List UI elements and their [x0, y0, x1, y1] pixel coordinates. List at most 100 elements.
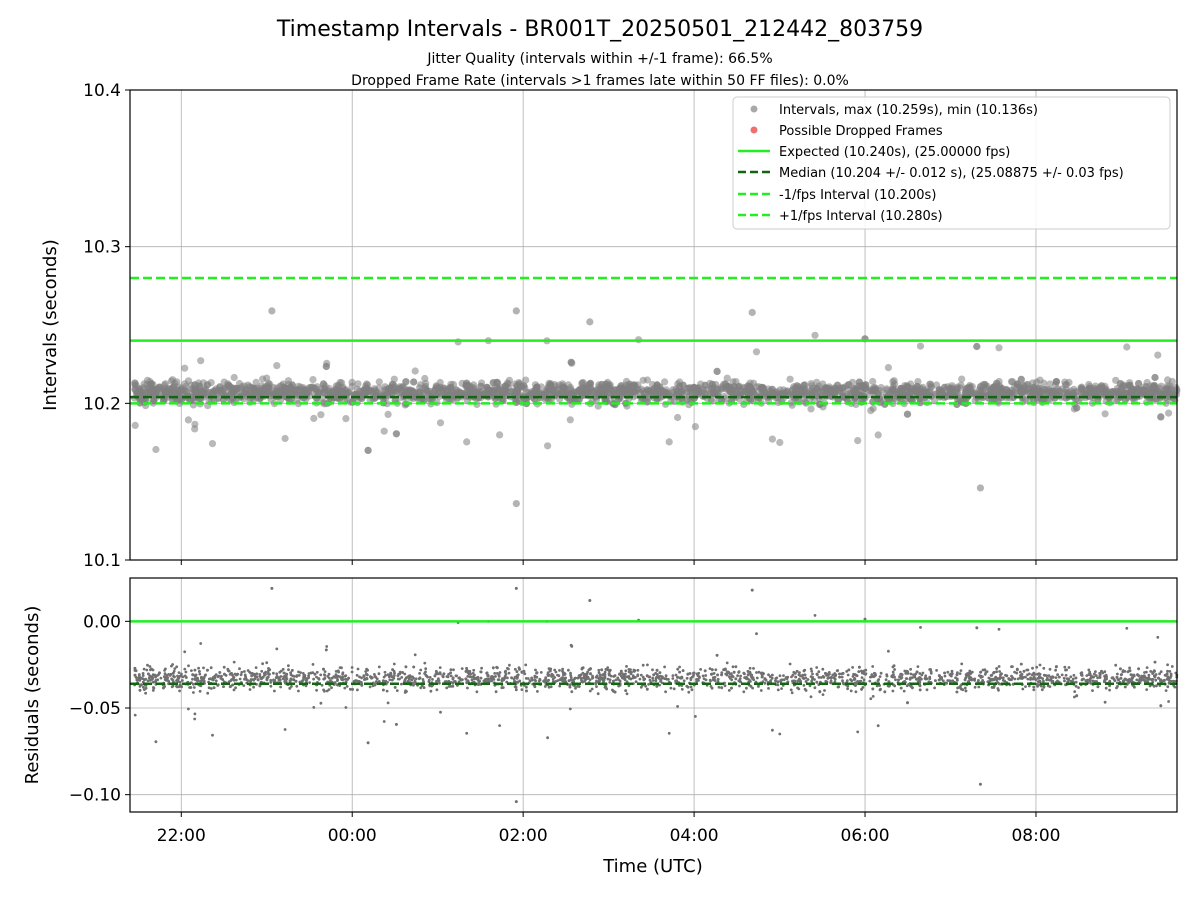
residual-point	[736, 674, 739, 678]
residual-point	[943, 671, 946, 675]
residual-point	[1029, 676, 1032, 680]
residual-point	[1009, 678, 1013, 681]
residual-point	[305, 678, 309, 682]
interval-point	[995, 344, 1003, 352]
residual-point	[202, 677, 206, 680]
residual-point	[1026, 673, 1029, 677]
residual-point	[720, 686, 724, 690]
residual-point	[983, 672, 987, 676]
residual-point	[1037, 676, 1041, 680]
residual-point	[808, 684, 812, 688]
residual-point	[490, 679, 493, 683]
residual-point	[1149, 670, 1153, 673]
residual-point	[297, 674, 301, 677]
residual-point	[597, 677, 601, 681]
residual-point	[951, 679, 955, 683]
residual-point	[514, 685, 518, 689]
residual-point	[659, 678, 663, 681]
interval-point	[463, 438, 471, 446]
residual-point	[418, 676, 422, 680]
residual-point	[619, 669, 623, 673]
residual-point	[197, 666, 201, 670]
residual-point	[398, 672, 402, 676]
residual-point	[664, 674, 668, 678]
residual-point	[665, 677, 669, 681]
residual-point	[437, 679, 441, 683]
residual-point	[435, 688, 439, 692]
residual-point	[731, 665, 735, 669]
interval-point	[583, 384, 591, 392]
residual-point	[326, 675, 330, 678]
residual-point	[1013, 677, 1017, 681]
residual-point	[797, 673, 801, 677]
interval-point	[384, 410, 392, 418]
residual-point	[350, 670, 354, 674]
residual-point	[1011, 665, 1014, 668]
interval-point	[831, 389, 839, 397]
residual-point	[547, 673, 550, 677]
interval-point	[566, 416, 574, 424]
residual-point	[1125, 626, 1129, 630]
residual-point	[1024, 675, 1027, 679]
interval-point	[411, 367, 419, 375]
residual-point	[997, 688, 1000, 692]
residual-point	[285, 677, 289, 681]
residual-point	[580, 666, 584, 670]
residual-point	[307, 672, 311, 675]
interval-point	[1036, 376, 1044, 384]
residual-point	[915, 670, 919, 674]
residual-point	[207, 677, 211, 681]
residual-point	[595, 685, 598, 688]
residual-point	[498, 724, 501, 727]
residual-point	[894, 678, 897, 682]
residual-point	[970, 678, 973, 682]
interval-point	[852, 400, 860, 408]
residual-point	[667, 731, 671, 735]
residual-point	[159, 676, 163, 680]
residual-point	[618, 673, 621, 676]
residual-point	[212, 686, 216, 690]
interval-point	[273, 362, 281, 370]
residual-point	[335, 676, 339, 679]
residual-point	[558, 669, 561, 672]
residual-point	[320, 683, 324, 687]
residual-point	[255, 675, 259, 679]
residual-point	[141, 674, 145, 677]
residual-point	[739, 674, 742, 678]
interval-outlier-point	[512, 307, 520, 315]
residual-point	[1088, 677, 1092, 681]
residual-point	[1154, 673, 1158, 676]
interval-point	[197, 357, 205, 365]
residual-point	[643, 677, 647, 681]
residual-point	[1167, 700, 1170, 703]
residual-point	[356, 667, 360, 671]
residual-point	[1145, 666, 1149, 669]
interval-point	[375, 378, 383, 386]
residual-point	[757, 685, 760, 688]
interval-outlier-point	[512, 500, 520, 508]
residual-point	[319, 701, 323, 705]
residual-point	[475, 690, 479, 694]
residual-point	[606, 677, 610, 681]
residual-point	[851, 675, 855, 678]
residual-point	[428, 684, 432, 688]
residual-point	[909, 667, 912, 671]
residual-point	[315, 675, 318, 679]
interval-point	[317, 411, 325, 419]
residual-point	[821, 693, 825, 696]
residual-point	[720, 673, 723, 677]
residual-point	[829, 681, 833, 685]
residual-point	[770, 676, 774, 680]
residual-point	[725, 673, 729, 677]
residual-point	[835, 669, 839, 673]
interval-point	[342, 415, 350, 423]
residual-point	[878, 675, 882, 678]
interval-point	[1101, 410, 1109, 418]
residual-point	[438, 671, 442, 675]
residual-point	[780, 687, 783, 690]
residual-point	[423, 661, 427, 665]
residual-point	[268, 672, 271, 676]
residual-point	[299, 671, 302, 674]
chart-legend: Intervals, max (10.259s), min (10.136s) …	[732, 96, 1171, 230]
residual-point	[152, 686, 156, 690]
